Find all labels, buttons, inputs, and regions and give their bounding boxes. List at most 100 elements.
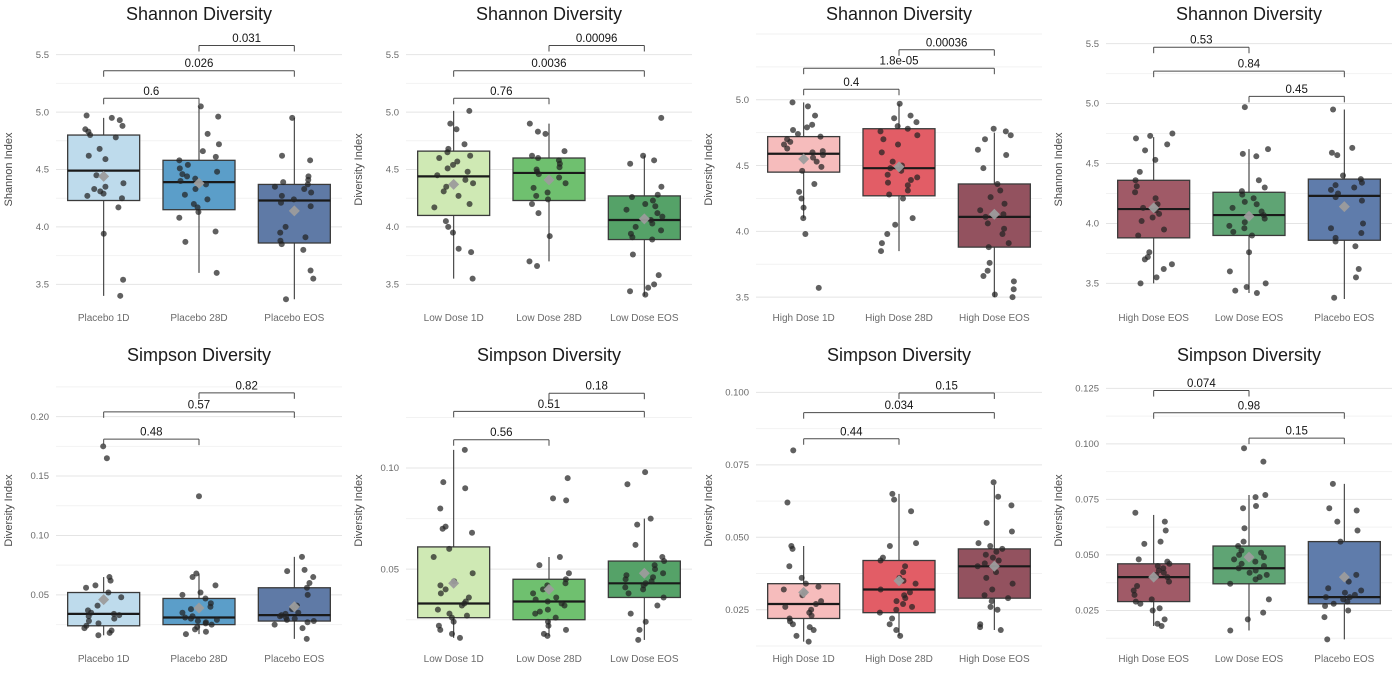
data-point bbox=[83, 584, 90, 591]
x-category-label: High Dose EOS bbox=[959, 654, 1030, 665]
data-point bbox=[654, 602, 661, 609]
panel-title: Simpson Diversity bbox=[1177, 345, 1321, 365]
data-point bbox=[544, 189, 551, 196]
data-point bbox=[1321, 614, 1328, 621]
data-point bbox=[989, 586, 996, 593]
data-point bbox=[535, 171, 542, 178]
mean-diamond bbox=[988, 560, 1000, 572]
y-tick-label: 0.10 bbox=[381, 463, 400, 474]
data-point bbox=[529, 152, 536, 159]
data-point bbox=[277, 199, 284, 206]
data-point bbox=[900, 569, 907, 576]
data-point bbox=[290, 196, 297, 203]
y-axis-title: Diversity Index bbox=[1053, 474, 1065, 547]
data-point bbox=[980, 273, 987, 280]
pvalue-label: 0.57 bbox=[188, 399, 210, 411]
data-point bbox=[1166, 578, 1173, 585]
data-point bbox=[307, 203, 314, 210]
data-point bbox=[794, 130, 801, 137]
data-point bbox=[197, 589, 204, 596]
data-point bbox=[446, 545, 453, 552]
data-point bbox=[632, 223, 639, 230]
data-point bbox=[642, 618, 649, 625]
data-point bbox=[469, 275, 476, 282]
data-point bbox=[1260, 554, 1267, 561]
data-point bbox=[93, 172, 100, 179]
data-point bbox=[453, 126, 460, 133]
data-point bbox=[1164, 141, 1171, 148]
data-point bbox=[305, 176, 312, 183]
data-point bbox=[184, 173, 191, 180]
y-tick-label: 0.10 bbox=[31, 531, 50, 542]
data-point bbox=[1244, 616, 1251, 623]
data-point bbox=[450, 618, 457, 625]
data-point bbox=[115, 204, 122, 211]
y-tick-label: 3.5 bbox=[1086, 279, 1099, 290]
data-point bbox=[440, 479, 447, 486]
data-point bbox=[92, 582, 99, 589]
data-point bbox=[431, 204, 438, 211]
data-point bbox=[789, 621, 796, 628]
data-point bbox=[562, 626, 569, 633]
data-point bbox=[1326, 505, 1333, 512]
box-high-dose-28d bbox=[862, 559, 936, 614]
y-tick-label: 5.0 bbox=[386, 107, 399, 118]
y-tick-label: 0.075 bbox=[725, 460, 749, 471]
data-point bbox=[544, 598, 551, 605]
data-point bbox=[1152, 195, 1159, 202]
data-point bbox=[642, 200, 649, 207]
data-point bbox=[177, 177, 184, 184]
data-point bbox=[802, 580, 809, 587]
data-point bbox=[989, 554, 996, 561]
data-point bbox=[461, 446, 468, 453]
data-point bbox=[627, 288, 634, 295]
data-point bbox=[655, 272, 662, 279]
mean-diamond bbox=[798, 586, 810, 598]
data-point bbox=[649, 220, 656, 227]
data-point bbox=[1345, 607, 1352, 614]
data-point bbox=[306, 580, 313, 587]
data-point bbox=[994, 606, 1001, 613]
data-point bbox=[809, 121, 816, 128]
data-point bbox=[790, 127, 797, 134]
data-point bbox=[880, 136, 887, 143]
data-point bbox=[1252, 558, 1259, 565]
data-point bbox=[118, 594, 125, 601]
y-tick-label: 4.5 bbox=[36, 165, 49, 176]
data-point bbox=[1005, 240, 1012, 247]
data-point bbox=[1161, 616, 1168, 623]
data-point bbox=[212, 153, 219, 160]
data-point bbox=[176, 165, 183, 172]
data-point bbox=[647, 515, 654, 522]
boxplot-svg: 3.5 4.0 4.5 5.0 5.5 0.76 0.0036 0.00096 Low Dose… bbox=[353, 4, 692, 324]
data-point bbox=[85, 618, 92, 625]
pvalue-label: 0.45 bbox=[1285, 84, 1307, 96]
data-point bbox=[443, 183, 450, 190]
data-point bbox=[301, 566, 308, 573]
data-point bbox=[202, 181, 209, 188]
data-point bbox=[1140, 204, 1147, 211]
data-point bbox=[1156, 605, 1163, 612]
data-point bbox=[1010, 278, 1017, 285]
data-point bbox=[440, 188, 447, 195]
data-point bbox=[540, 586, 547, 593]
data-point bbox=[291, 615, 298, 622]
data-point bbox=[536, 608, 543, 615]
data-point bbox=[1358, 230, 1365, 237]
data-point bbox=[458, 602, 465, 609]
data-point bbox=[282, 223, 289, 230]
data-point bbox=[1354, 527, 1361, 534]
data-point bbox=[974, 563, 981, 570]
data-point bbox=[462, 176, 469, 183]
data-point bbox=[179, 609, 186, 616]
x-category-label: High Dose 28D bbox=[865, 313, 933, 324]
boxplot-panel-2: 3.5 4.0 4.5 5.0 5.5 0.76 0.0036 0.00096 Low Dose… bbox=[350, 0, 700, 341]
data-point bbox=[465, 594, 472, 601]
pvalue-label: 0.18 bbox=[585, 381, 607, 393]
data-point bbox=[184, 161, 191, 168]
data-point bbox=[526, 120, 533, 127]
data-point bbox=[1162, 527, 1169, 534]
data-point bbox=[896, 100, 903, 107]
panel-title: Simpson Diversity bbox=[127, 345, 271, 365]
data-point bbox=[1328, 149, 1335, 156]
